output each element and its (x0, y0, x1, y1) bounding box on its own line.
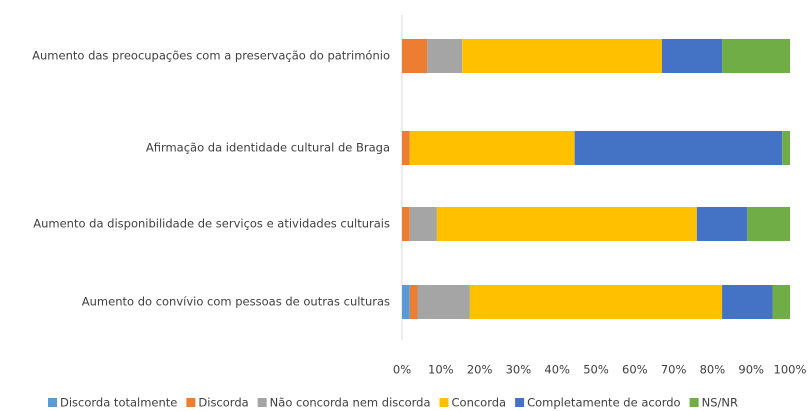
x-tick-label: 90% (738, 363, 764, 377)
bar-segment (462, 39, 662, 73)
legend-label: Discorda (198, 396, 248, 410)
legend-label: Concorda (452, 396, 507, 410)
x-tick-label: 40% (544, 363, 570, 377)
legend-label: NS/NR (702, 396, 738, 410)
bar-segment (722, 39, 790, 73)
bar-segment (782, 131, 790, 165)
bar-segment (427, 39, 463, 73)
x-tick-label: 20% (467, 363, 493, 377)
legend-label: Discorda totalmente (60, 396, 177, 410)
bar-segment (722, 285, 773, 319)
bar-segment (402, 207, 410, 241)
bar-segment (402, 285, 410, 319)
legend-swatch (186, 398, 196, 407)
bar-segment (436, 207, 697, 241)
bar-segment (661, 39, 723, 73)
bar-segment (747, 207, 790, 241)
bar-segment (402, 39, 428, 73)
bar-segment (417, 285, 470, 319)
y-tick-label: Aumento da disponibilidade de serviços e… (33, 217, 390, 231)
x-tick-label: 100% (774, 363, 807, 377)
y-tick-label: Aumento do convívio com pessoas de outra… (82, 295, 390, 309)
x-tick-label: 10% (428, 363, 454, 377)
bar-segment (402, 131, 410, 165)
bar-segment (409, 207, 437, 241)
x-tick-label: 30% (506, 363, 532, 377)
legend-swatch (689, 398, 699, 407)
bar-segment (469, 285, 723, 319)
y-tick-label: Aumento das preocupações com a preservaç… (32, 49, 390, 63)
x-tick-label: 80% (700, 363, 726, 377)
bar-segment (409, 285, 418, 319)
legend-swatch (515, 398, 525, 407)
legend-label: Não concorda nem discorda (270, 396, 431, 410)
x-tick-label: 0% (393, 363, 411, 377)
bar-segment (574, 131, 783, 165)
legend-swatch (257, 398, 267, 407)
x-tick-label: 70% (661, 363, 687, 377)
x-tick-label: 50% (583, 363, 609, 377)
bar-segment (772, 285, 790, 319)
bar-segment (409, 131, 575, 165)
x-tick-label: 60% (622, 363, 648, 377)
bar-segment (696, 207, 748, 241)
legend-swatch (48, 398, 57, 407)
legend-label: Completamente de acordo (527, 396, 681, 410)
legend-swatch (439, 398, 449, 407)
y-tick-label: Afirmação da identidade cultural de Brag… (146, 141, 390, 155)
